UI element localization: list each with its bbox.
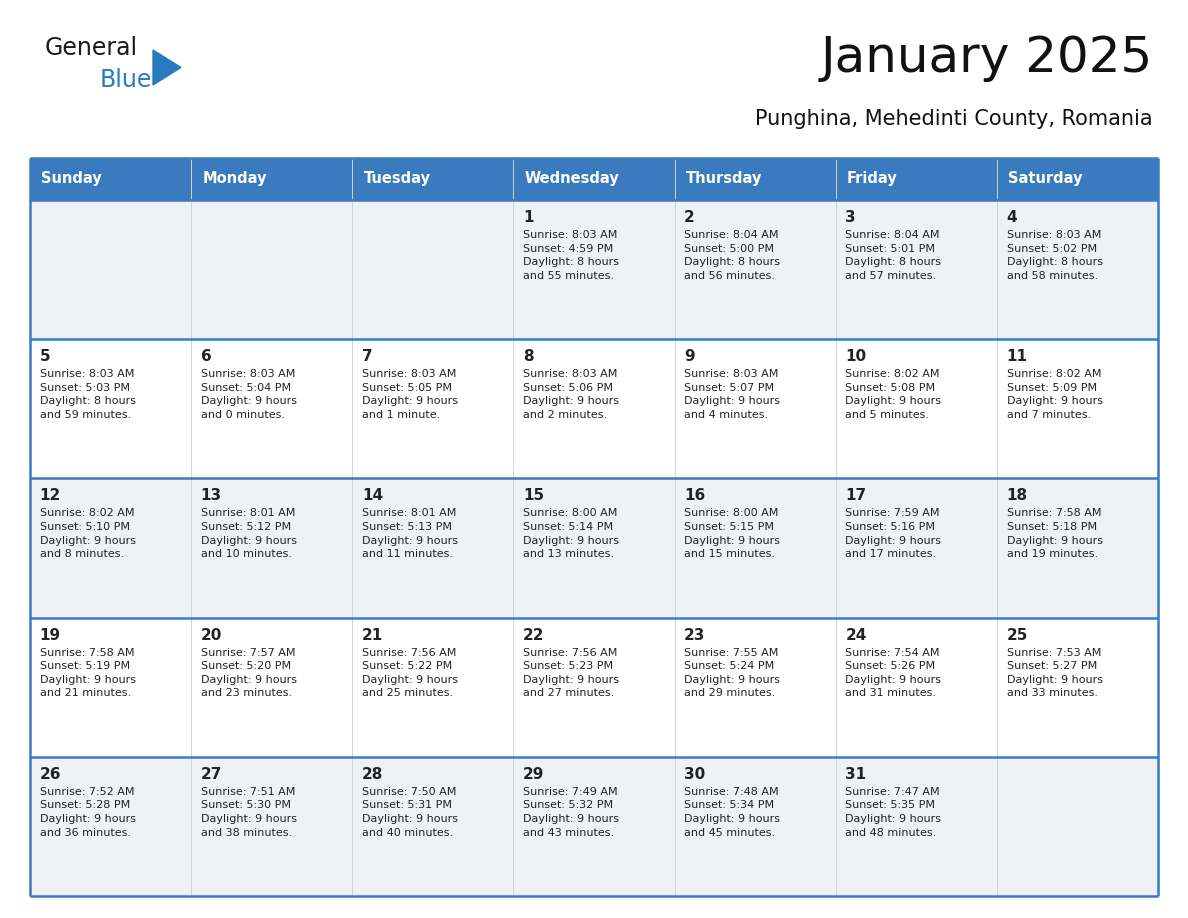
Text: General: General xyxy=(45,36,138,60)
Text: 11: 11 xyxy=(1006,349,1028,364)
Text: Sunrise: 8:00 AM
Sunset: 5:15 PM
Daylight: 9 hours
and 15 minutes.: Sunrise: 8:00 AM Sunset: 5:15 PM Dayligh… xyxy=(684,509,781,559)
Text: Sunrise: 8:03 AM
Sunset: 5:03 PM
Daylight: 8 hours
and 59 minutes.: Sunrise: 8:03 AM Sunset: 5:03 PM Dayligh… xyxy=(39,369,135,420)
Text: Sunrise: 7:58 AM
Sunset: 5:19 PM
Daylight: 9 hours
and 21 minutes.: Sunrise: 7:58 AM Sunset: 5:19 PM Dayligh… xyxy=(39,647,135,699)
Text: 15: 15 xyxy=(523,488,544,503)
Text: 12: 12 xyxy=(39,488,61,503)
Text: 29: 29 xyxy=(523,767,544,782)
Text: 24: 24 xyxy=(846,628,867,643)
Text: Sunrise: 8:02 AM
Sunset: 5:09 PM
Daylight: 9 hours
and 7 minutes.: Sunrise: 8:02 AM Sunset: 5:09 PM Dayligh… xyxy=(1006,369,1102,420)
Text: Sunrise: 8:03 AM
Sunset: 5:07 PM
Daylight: 9 hours
and 4 minutes.: Sunrise: 8:03 AM Sunset: 5:07 PM Dayligh… xyxy=(684,369,781,420)
Bar xyxy=(30,618,1158,756)
Text: 22: 22 xyxy=(523,628,544,643)
Text: Sunrise: 7:51 AM
Sunset: 5:30 PM
Daylight: 9 hours
and 38 minutes.: Sunrise: 7:51 AM Sunset: 5:30 PM Dayligh… xyxy=(201,787,297,837)
Bar xyxy=(30,200,1158,339)
Text: Sunrise: 8:01 AM
Sunset: 5:13 PM
Daylight: 9 hours
and 11 minutes.: Sunrise: 8:01 AM Sunset: 5:13 PM Dayligh… xyxy=(362,509,457,559)
Text: 7: 7 xyxy=(362,349,373,364)
Text: 10: 10 xyxy=(846,349,866,364)
Text: Sunrise: 7:54 AM
Sunset: 5:26 PM
Daylight: 9 hours
and 31 minutes.: Sunrise: 7:54 AM Sunset: 5:26 PM Dayligh… xyxy=(846,647,941,699)
Text: 9: 9 xyxy=(684,349,695,364)
Text: Sunrise: 8:03 AM
Sunset: 4:59 PM
Daylight: 8 hours
and 55 minutes.: Sunrise: 8:03 AM Sunset: 4:59 PM Dayligh… xyxy=(523,230,619,281)
Text: Sunrise: 8:02 AM
Sunset: 5:10 PM
Daylight: 9 hours
and 8 minutes.: Sunrise: 8:02 AM Sunset: 5:10 PM Dayligh… xyxy=(39,509,135,559)
Text: 14: 14 xyxy=(362,488,383,503)
Text: Sunday: Sunday xyxy=(42,172,102,186)
Bar xyxy=(30,339,1158,478)
Text: Sunrise: 8:03 AM
Sunset: 5:06 PM
Daylight: 9 hours
and 2 minutes.: Sunrise: 8:03 AM Sunset: 5:06 PM Dayligh… xyxy=(523,369,619,420)
Text: January 2025: January 2025 xyxy=(821,34,1154,82)
Bar xyxy=(997,158,1158,200)
Text: Sunrise: 7:48 AM
Sunset: 5:34 PM
Daylight: 9 hours
and 45 minutes.: Sunrise: 7:48 AM Sunset: 5:34 PM Dayligh… xyxy=(684,787,781,837)
Text: 18: 18 xyxy=(1006,488,1028,503)
Text: 25: 25 xyxy=(1006,628,1028,643)
Text: Sunrise: 7:56 AM
Sunset: 5:23 PM
Daylight: 9 hours
and 27 minutes.: Sunrise: 7:56 AM Sunset: 5:23 PM Dayligh… xyxy=(523,647,619,699)
Text: 2: 2 xyxy=(684,210,695,225)
Bar xyxy=(513,158,675,200)
Text: 1: 1 xyxy=(523,210,533,225)
Text: Sunrise: 8:01 AM
Sunset: 5:12 PM
Daylight: 9 hours
and 10 minutes.: Sunrise: 8:01 AM Sunset: 5:12 PM Dayligh… xyxy=(201,509,297,559)
Text: 20: 20 xyxy=(201,628,222,643)
Text: Sunrise: 8:03 AM
Sunset: 5:05 PM
Daylight: 9 hours
and 1 minute.: Sunrise: 8:03 AM Sunset: 5:05 PM Dayligh… xyxy=(362,369,457,420)
Text: Sunrise: 7:53 AM
Sunset: 5:27 PM
Daylight: 9 hours
and 33 minutes.: Sunrise: 7:53 AM Sunset: 5:27 PM Dayligh… xyxy=(1006,647,1102,699)
Text: Sunrise: 8:03 AM
Sunset: 5:04 PM
Daylight: 9 hours
and 0 minutes.: Sunrise: 8:03 AM Sunset: 5:04 PM Dayligh… xyxy=(201,369,297,420)
Text: Sunrise: 7:59 AM
Sunset: 5:16 PM
Daylight: 9 hours
and 17 minutes.: Sunrise: 7:59 AM Sunset: 5:16 PM Dayligh… xyxy=(846,509,941,559)
Text: 3: 3 xyxy=(846,210,857,225)
Text: 17: 17 xyxy=(846,488,866,503)
Text: Sunrise: 8:04 AM
Sunset: 5:01 PM
Daylight: 8 hours
and 57 minutes.: Sunrise: 8:04 AM Sunset: 5:01 PM Dayligh… xyxy=(846,230,941,281)
Bar xyxy=(353,158,513,200)
Text: Sunrise: 8:04 AM
Sunset: 5:00 PM
Daylight: 8 hours
and 56 minutes.: Sunrise: 8:04 AM Sunset: 5:00 PM Dayligh… xyxy=(684,230,781,281)
Text: Sunrise: 7:58 AM
Sunset: 5:18 PM
Daylight: 9 hours
and 19 minutes.: Sunrise: 7:58 AM Sunset: 5:18 PM Dayligh… xyxy=(1006,509,1102,559)
Text: 27: 27 xyxy=(201,767,222,782)
Text: Monday: Monday xyxy=(202,172,267,186)
Text: 26: 26 xyxy=(39,767,61,782)
Text: Sunrise: 7:47 AM
Sunset: 5:35 PM
Daylight: 9 hours
and 48 minutes.: Sunrise: 7:47 AM Sunset: 5:35 PM Dayligh… xyxy=(846,787,941,837)
Text: Sunrise: 7:49 AM
Sunset: 5:32 PM
Daylight: 9 hours
and 43 minutes.: Sunrise: 7:49 AM Sunset: 5:32 PM Dayligh… xyxy=(523,787,619,837)
Text: 23: 23 xyxy=(684,628,706,643)
Text: Sunrise: 8:00 AM
Sunset: 5:14 PM
Daylight: 9 hours
and 13 minutes.: Sunrise: 8:00 AM Sunset: 5:14 PM Dayligh… xyxy=(523,509,619,559)
Bar xyxy=(30,478,1158,618)
Text: 13: 13 xyxy=(201,488,222,503)
Bar xyxy=(675,158,835,200)
Bar xyxy=(30,756,1158,896)
Text: 30: 30 xyxy=(684,767,706,782)
Text: 16: 16 xyxy=(684,488,706,503)
Text: 8: 8 xyxy=(523,349,533,364)
Text: Saturday: Saturday xyxy=(1009,172,1082,186)
Text: Punghina, Mehedinti County, Romania: Punghina, Mehedinti County, Romania xyxy=(756,109,1154,129)
Text: 5: 5 xyxy=(39,349,50,364)
Text: 19: 19 xyxy=(39,628,61,643)
Bar xyxy=(30,158,191,200)
Text: Blue: Blue xyxy=(100,68,152,92)
Text: 4: 4 xyxy=(1006,210,1017,225)
Text: 21: 21 xyxy=(362,628,384,643)
Text: Sunrise: 7:52 AM
Sunset: 5:28 PM
Daylight: 9 hours
and 36 minutes.: Sunrise: 7:52 AM Sunset: 5:28 PM Dayligh… xyxy=(39,787,135,837)
Text: Sunrise: 8:03 AM
Sunset: 5:02 PM
Daylight: 8 hours
and 58 minutes.: Sunrise: 8:03 AM Sunset: 5:02 PM Dayligh… xyxy=(1006,230,1102,281)
Text: Tuesday: Tuesday xyxy=(364,172,430,186)
Text: Sunrise: 7:57 AM
Sunset: 5:20 PM
Daylight: 9 hours
and 23 minutes.: Sunrise: 7:57 AM Sunset: 5:20 PM Dayligh… xyxy=(201,647,297,699)
Bar xyxy=(835,158,997,200)
Text: Sunrise: 8:02 AM
Sunset: 5:08 PM
Daylight: 9 hours
and 5 minutes.: Sunrise: 8:02 AM Sunset: 5:08 PM Dayligh… xyxy=(846,369,941,420)
Text: 31: 31 xyxy=(846,767,866,782)
Text: Sunrise: 7:50 AM
Sunset: 5:31 PM
Daylight: 9 hours
and 40 minutes.: Sunrise: 7:50 AM Sunset: 5:31 PM Dayligh… xyxy=(362,787,457,837)
Text: 28: 28 xyxy=(362,767,384,782)
Text: Thursday: Thursday xyxy=(685,172,763,186)
Text: Sunrise: 7:55 AM
Sunset: 5:24 PM
Daylight: 9 hours
and 29 minutes.: Sunrise: 7:55 AM Sunset: 5:24 PM Dayligh… xyxy=(684,647,781,699)
Polygon shape xyxy=(153,50,181,85)
Text: Friday: Friday xyxy=(847,172,898,186)
Text: Wednesday: Wednesday xyxy=(525,172,619,186)
Text: 6: 6 xyxy=(201,349,211,364)
Text: Sunrise: 7:56 AM
Sunset: 5:22 PM
Daylight: 9 hours
and 25 minutes.: Sunrise: 7:56 AM Sunset: 5:22 PM Dayligh… xyxy=(362,647,457,699)
Bar xyxy=(191,158,353,200)
